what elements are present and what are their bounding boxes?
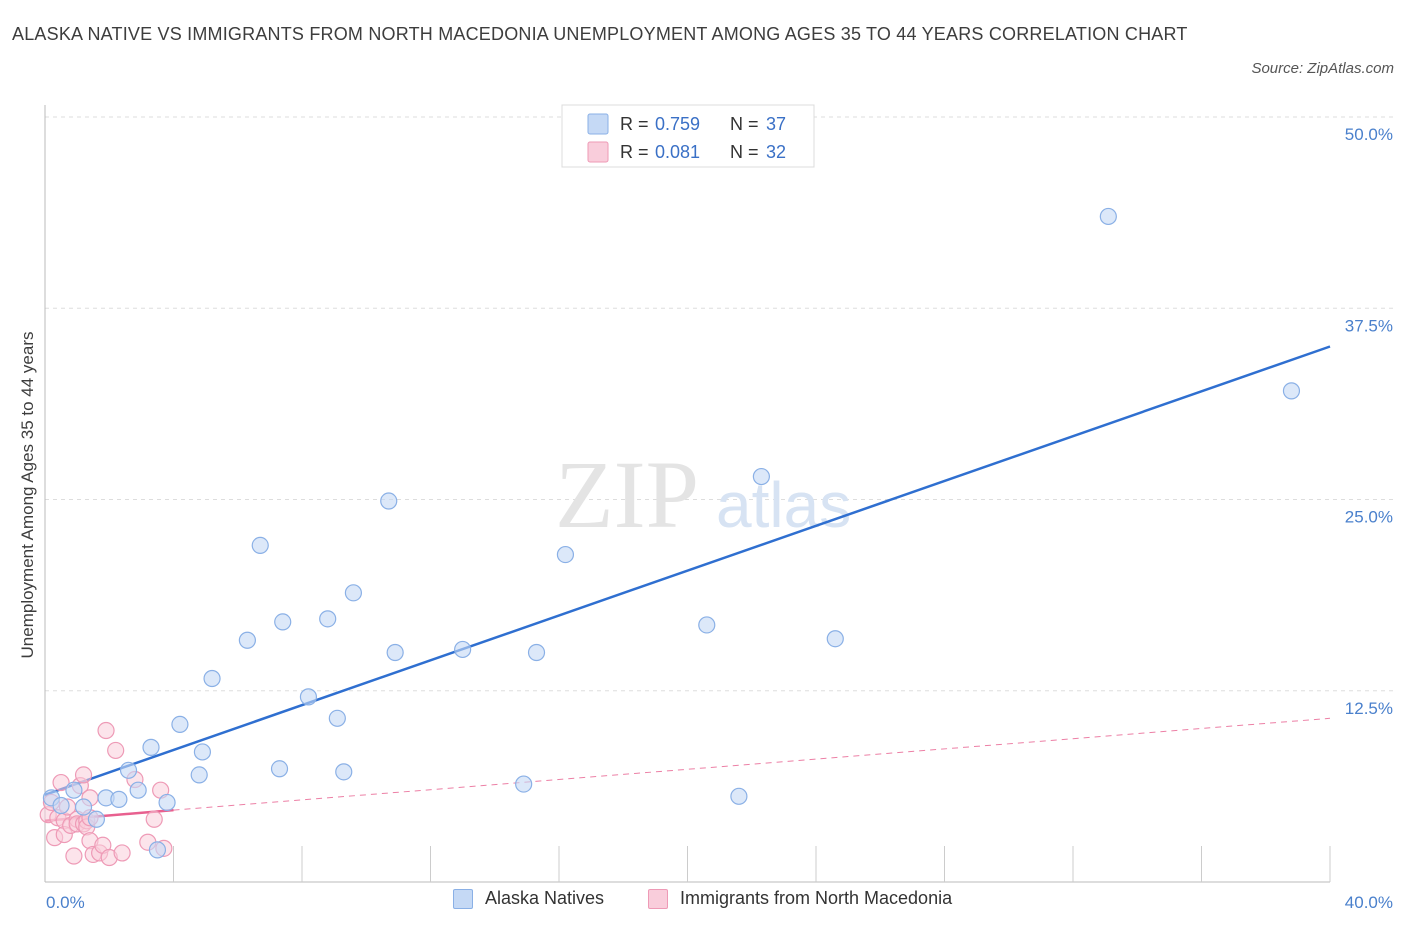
- blue-data-point: [52, 796, 70, 815]
- blue-series-points: [42, 207, 1301, 859]
- blue-data-point: [826, 630, 844, 648]
- blue-data-point: [556, 545, 575, 564]
- blue-data-point: [344, 584, 362, 602]
- legend-label: Immigrants from North Macedonia: [680, 888, 953, 908]
- gridlines: [45, 116, 1395, 692]
- blue-data-point: [270, 760, 289, 778]
- y-tick-label: 37.5%: [1345, 316, 1393, 335]
- legend-r-value: 0.081: [655, 142, 700, 162]
- blue-data-point: [251, 536, 269, 555]
- blue-data-point: [1099, 207, 1117, 226]
- blue-data-point: [335, 763, 353, 781]
- legend-swatch-blue: [587, 113, 609, 135]
- legend-r-value: 0.759: [655, 114, 700, 134]
- blue-data-point: [319, 610, 337, 628]
- correlation-legend: R = 0.759 N = 37 R = 0.081 N = 32: [561, 104, 815, 168]
- blue-data-point: [158, 793, 176, 812]
- blue-data-point: [454, 640, 472, 659]
- trend-lines: [44, 345, 1331, 823]
- pink-data-point: [113, 844, 131, 862]
- legend-r-label: R =: [620, 114, 649, 134]
- blue-data-point: [527, 643, 546, 662]
- blue-data-point: [129, 781, 147, 799]
- series-legend: Alaska Natives Immigrants from North Mac…: [0, 888, 1406, 918]
- blue-trend-line: [44, 345, 1331, 796]
- blue-data-point: [203, 669, 221, 688]
- pink-data-point: [65, 847, 83, 865]
- legend-n-value: 37: [766, 114, 786, 134]
- legend-r-label: R =: [620, 142, 649, 162]
- blue-data-point: [87, 810, 106, 828]
- x-tick-label: 0.0%: [46, 893, 85, 912]
- watermark: ZIP atlas: [555, 441, 851, 548]
- blue-data-point: [752, 467, 770, 486]
- y-tick-label: 25.0%: [1345, 508, 1393, 527]
- blue-data-point: [193, 743, 212, 761]
- blue-data-point: [65, 781, 83, 799]
- blue-data-point: [142, 738, 160, 756]
- blue-data-point: [171, 715, 189, 734]
- axes: [44, 105, 1331, 883]
- y-tick-label: 12.5%: [1345, 699, 1393, 718]
- source-label: Source: ZipAtlas.com: [1251, 60, 1394, 77]
- legend-item-north-macedonia: Immigrants from North Macedonia: [648, 888, 952, 909]
- blue-data-point: [1282, 382, 1301, 400]
- legend-n-label: N =: [730, 114, 759, 134]
- pink-data-point: [107, 741, 125, 760]
- blue-data-point: [119, 761, 138, 779]
- blue-data-point: [328, 709, 346, 727]
- legend-swatch: [648, 888, 668, 909]
- tick-labels: 12.5% 25.0% 37.5% 50.0% 0.0% 40.0%: [46, 125, 1393, 912]
- legend-item-alaska-natives: Alaska Natives: [453, 888, 604, 909]
- blue-data-point: [238, 631, 256, 649]
- blue-data-point: [274, 613, 292, 631]
- legend-label: Alaska Natives: [485, 888, 605, 908]
- legend-swatch-pink: [587, 141, 609, 163]
- pink-data-point: [145, 810, 163, 828]
- y-tick-label: 50.0%: [1345, 125, 1393, 144]
- watermark-zip: ZIP: [555, 441, 699, 548]
- chart-title: ALASKA NATIVE VS IMMIGRANTS FROM NORTH M…: [12, 24, 1188, 44]
- blue-data-point: [386, 643, 404, 662]
- blue-data-point: [380, 492, 398, 510]
- legend-n-label: N =: [730, 142, 759, 162]
- x-tick-label: 40.0%: [1345, 893, 1393, 912]
- blue-data-point: [74, 798, 93, 816]
- blue-data-point: [515, 775, 533, 793]
- legend-n-value: 32: [766, 142, 786, 162]
- legend-swatch: [453, 888, 473, 909]
- blue-data-point: [730, 787, 748, 805]
- pink-data-point: [52, 773, 70, 792]
- watermark-atlas: atlas: [716, 469, 851, 541]
- blue-data-point: [698, 616, 716, 634]
- blue-data-point: [299, 688, 318, 706]
- pink-data-point: [97, 721, 115, 740]
- pink-data-point: [74, 766, 93, 784]
- blue-data-point: [148, 841, 167, 859]
- blue-data-point: [110, 790, 128, 808]
- blue-data-point: [190, 766, 208, 784]
